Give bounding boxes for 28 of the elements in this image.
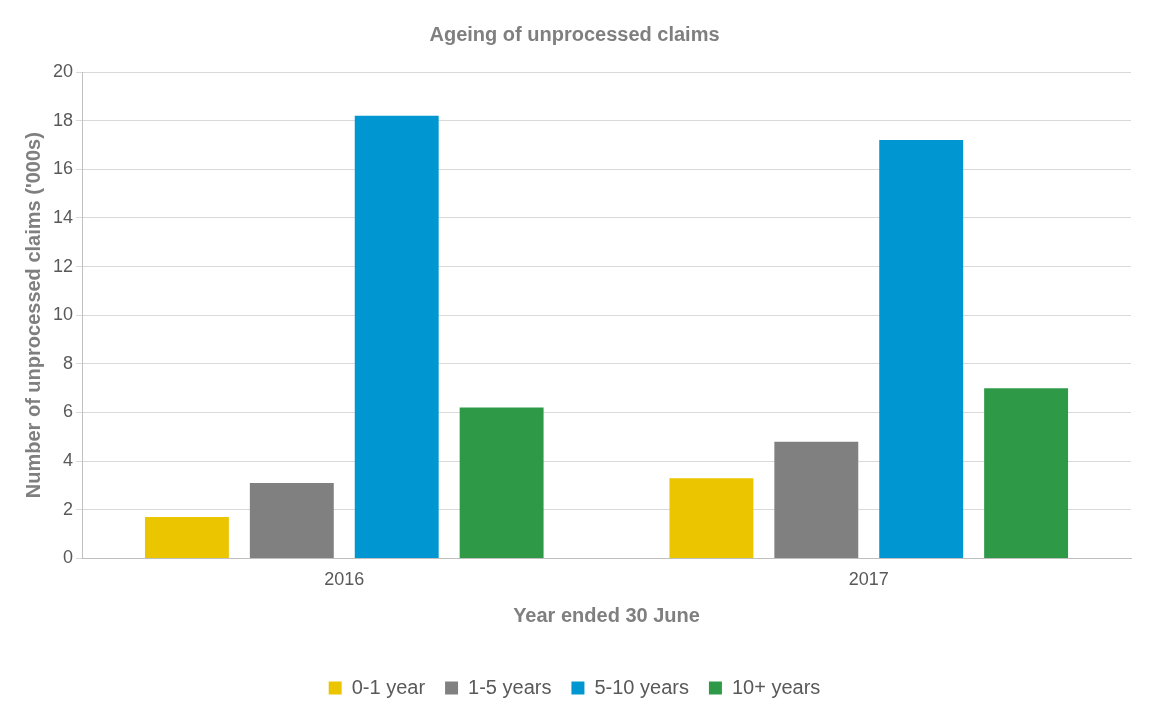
y-tick-label: 4: [63, 450, 74, 471]
legend-label: 5-10 years: [594, 675, 689, 698]
y-tick-label: 12: [52, 255, 74, 276]
y-tick-label: 14: [52, 206, 74, 227]
bar: [354, 115, 439, 558]
bar: [774, 441, 859, 558]
y-tick-label: 2: [63, 498, 74, 519]
y-tick-label: 20: [52, 60, 74, 81]
chart-title: Ageing of unprocessed claims: [429, 22, 720, 45]
bar: [249, 483, 334, 558]
y-tick-label: 18: [52, 109, 74, 130]
bar: [144, 517, 229, 558]
y-tick-label: 8: [63, 352, 74, 373]
x-axis-title: Year ended 30 June: [513, 603, 700, 626]
bar: [984, 388, 1069, 558]
y-axis-title: Number of unprocessed claims ('000s): [21, 132, 44, 499]
legend-label: 10+ years: [731, 675, 821, 698]
bar: [669, 478, 754, 558]
bar: [879, 140, 964, 558]
bar: [459, 407, 544, 558]
y-tick-label: 0: [63, 547, 74, 568]
y-tick-label: 10: [52, 304, 74, 325]
legend-label: 1-5 years: [468, 675, 552, 698]
x-tick-label: 2017: [848, 569, 889, 590]
y-tick-label: 16: [52, 158, 74, 179]
legend-label: 0-1 year: [351, 675, 426, 698]
y-tick-label: 6: [63, 401, 74, 422]
x-tick-label: 2016: [324, 569, 365, 590]
